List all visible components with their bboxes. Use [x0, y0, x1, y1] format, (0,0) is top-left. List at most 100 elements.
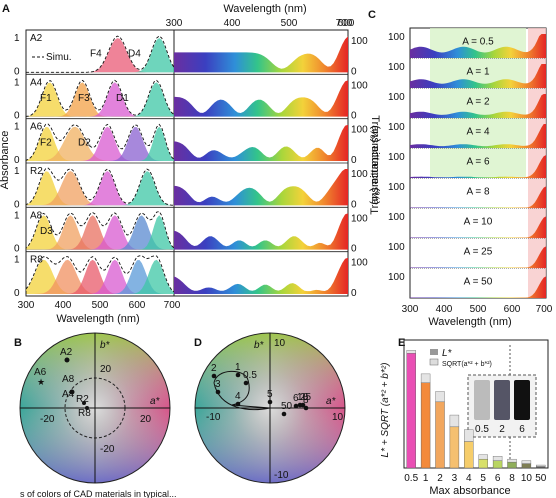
d-point-label: 5	[267, 389, 273, 400]
b-point-label: A6	[34, 367, 47, 378]
c-row-label: A = 4	[466, 127, 490, 138]
c-x-tick: 300	[402, 304, 419, 315]
d-point-label: 8	[303, 395, 309, 406]
right-tick: 0	[351, 288, 357, 299]
peak-label: D3	[40, 226, 53, 237]
d-point-label: 2	[211, 363, 217, 374]
top-tick: 500	[281, 18, 298, 29]
panel-E-x-axis-label: Max absorbance	[429, 485, 510, 497]
left-tick: 1	[14, 77, 20, 88]
simulated-curve	[25, 123, 175, 161]
right-tick: 100	[351, 213, 368, 224]
d-point-label: 25	[300, 392, 312, 403]
b-tick: 20	[140, 414, 152, 425]
sample-label: A8	[30, 210, 43, 221]
panel-B-colour-wheel	[19, 332, 171, 484]
top-tick: 400	[224, 18, 241, 29]
e-bar-L	[492, 460, 503, 469]
caption-fragment: s of colors of CAD materials in typical.…	[20, 489, 177, 498]
peak-label: D4	[128, 49, 141, 60]
e-bar-sqrt	[521, 460, 532, 464]
absorbance-peak	[26, 82, 174, 117]
legend-simu: Simu.	[46, 52, 72, 63]
c-y-tick: 100	[388, 212, 405, 223]
e-bar-L	[420, 382, 431, 469]
c-spectrum	[410, 64, 546, 88]
e-bar-sqrt	[464, 429, 474, 442]
left-tick: 1	[14, 166, 20, 177]
panel-E-bars: 0.5 1 2 3 4 5 6 8 10 50	[404, 350, 547, 484]
panel-B-points: A2 A4 A6 ★ A8 R2 R8	[34, 347, 91, 419]
peak-label: F2	[40, 137, 52, 148]
panel-C-rows: A = 0.5 100 A = 1 100 A = 2 100 A = 4 100 A = 6 1…	[388, 32, 546, 299]
right-tick: 100	[351, 125, 368, 136]
legend-label-sqrt: SQRT(a*² + b*²)	[442, 361, 492, 368]
simulated-curve	[25, 167, 175, 206]
e-bar-sqrt	[478, 454, 488, 460]
absorbance-peak	[26, 171, 174, 206]
right-tick: 100	[351, 80, 368, 91]
absorbance-peak	[26, 259, 174, 294]
sample-label: R2	[30, 166, 43, 177]
left-tick: 0	[14, 244, 20, 255]
d-point-label: 4	[235, 391, 241, 402]
panel-E-inset: 0.5 2 6	[467, 374, 537, 438]
left-tick: 0	[14, 199, 20, 210]
absorbance-peak	[26, 38, 174, 73]
absorbance-peak	[26, 215, 174, 250]
absorbance-peak	[26, 259, 174, 294]
peak-label: D1	[116, 93, 129, 104]
d-point	[211, 373, 217, 379]
e-bar-L	[464, 441, 474, 469]
d-point	[293, 403, 299, 409]
panel-D-axis-a: a*	[326, 396, 337, 407]
panel-letter-D: D	[194, 337, 202, 349]
panel-A-left-axis-label: Absorbance	[0, 131, 11, 190]
transmittance-spectrum	[174, 169, 348, 206]
inset-vial-6	[514, 380, 530, 420]
e-bar-L	[521, 463, 532, 469]
b-point	[64, 357, 70, 363]
absorbance-peak	[26, 171, 174, 206]
e-bar-L	[406, 353, 416, 469]
panel-C-x-axis-label: Wavelength (nm)	[428, 316, 511, 328]
transmittance-spectrum	[174, 257, 348, 294]
e-bar-sqrt	[449, 414, 460, 428]
absorbance-peak	[26, 127, 174, 161]
c-y-tick: 100	[388, 242, 405, 253]
b-tick: -20	[40, 414, 55, 425]
e-bar-sqrt	[492, 456, 503, 461]
panel-letter-E: E	[398, 337, 405, 349]
bottom-tick: 500	[92, 300, 109, 311]
b-point-label: A2	[60, 347, 73, 358]
c-row-label: A = 2	[466, 97, 490, 108]
inset-vial-2	[494, 380, 510, 420]
e-bar-sqrt	[406, 350, 416, 354]
transmittance-spectrum	[174, 80, 348, 117]
b-point-label: A4	[62, 389, 75, 400]
absorbance-peak	[26, 171, 174, 206]
c-spectrum	[410, 186, 546, 208]
d-point-label: 3	[215, 379, 221, 390]
c-x-tick: 700	[536, 304, 553, 315]
left-tick: 1	[14, 255, 20, 266]
panel-D-axis-b: b*	[254, 340, 265, 351]
b-point	[82, 401, 86, 405]
e-bar-sqrt	[536, 464, 546, 467]
e-x-tick: 50	[535, 473, 547, 484]
inset-label: 2	[499, 424, 505, 435]
e-bar-sqrt	[435, 391, 445, 403]
transmittance-spectrum	[174, 124, 348, 161]
panel-B-axis-a: a*	[150, 396, 161, 407]
simulated-curve	[25, 35, 175, 73]
c-spectrum	[410, 246, 546, 268]
bottom-tick: 600	[129, 300, 146, 311]
left-tick: 0	[14, 111, 20, 122]
b-star-marker: ★	[37, 377, 45, 387]
peak-label: D2	[78, 137, 91, 148]
panel-C-y-axis-label: Transmittance (%)	[369, 125, 381, 214]
c-row-label: A = 10	[464, 217, 493, 228]
c-x-tick: 400	[436, 304, 453, 315]
